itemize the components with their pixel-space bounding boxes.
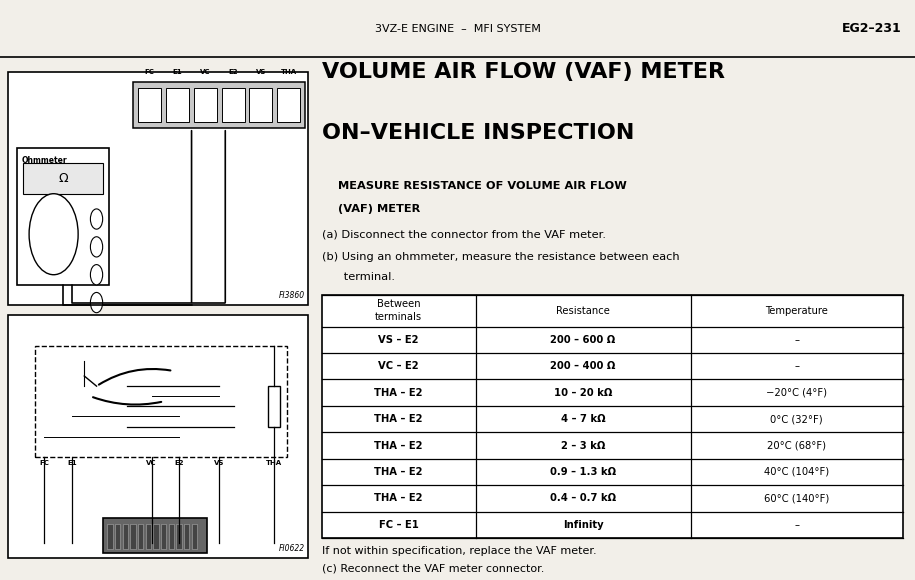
Bar [107,524,113,549]
Bar [191,524,197,549]
Text: 40°C (104°F): 40°C (104°F) [764,467,829,477]
Text: 0.9 – 1.3 kΩ: 0.9 – 1.3 kΩ [550,467,616,477]
Bar [123,524,128,549]
Text: VC: VC [146,459,157,466]
Circle shape [91,209,102,229]
Text: THA: THA [266,459,283,466]
Text: 60°C (140°F): 60°C (140°F) [764,494,829,503]
Text: VOLUME AIR FLOW (VAF) METER: VOLUME AIR FLOW (VAF) METER [321,62,725,82]
Circle shape [91,237,102,257]
Circle shape [91,292,102,313]
Text: Ohmmeter: Ohmmeter [21,156,67,165]
Text: –: – [794,361,799,371]
Bar [7,72,308,305]
Text: FI0622: FI0622 [279,544,305,553]
Text: FC: FC [145,68,155,75]
Bar [184,524,189,549]
Bar [321,295,903,538]
Bar [102,518,207,553]
Bar [166,88,188,122]
Text: VS: VS [214,459,224,466]
Text: 3VZ-E ENGINE  –  MFI SYSTEM: 3VZ-E ENGINE – MFI SYSTEM [374,24,541,34]
Text: –: – [794,520,799,530]
Bar [277,88,300,122]
Text: THA: THA [281,68,296,75]
Text: −20°C (4°F): −20°C (4°F) [766,387,827,398]
Text: VS: VS [255,68,266,75]
Bar [268,386,281,427]
Text: If not within specification, replace the VAF meter.: If not within specification, replace the… [321,546,597,556]
Text: ON–VEHICLE INSPECTION: ON–VEHICLE INSPECTION [321,123,634,143]
Text: Infinity: Infinity [563,520,603,530]
Text: Ω: Ω [58,172,68,185]
Bar [138,88,161,122]
Text: –: – [794,335,799,345]
Text: 4 – 7 kΩ: 4 – 7 kΩ [561,414,606,424]
Text: terminal.: terminal. [321,272,394,282]
Text: 200 – 600 Ω: 200 – 600 Ω [551,335,616,345]
Text: EG2–231: EG2–231 [842,22,901,35]
Text: Temperature: Temperature [765,306,828,316]
Text: 0°C (32°F): 0°C (32°F) [770,414,823,424]
Text: 2 – 3 kΩ: 2 – 3 kΩ [561,441,605,451]
Bar [194,88,217,122]
Text: 20°C (68°F): 20°C (68°F) [767,441,826,451]
Bar [168,524,174,549]
Bar [115,524,121,549]
Text: E2: E2 [175,459,184,466]
Text: (c) Reconnect the VAF meter connector.: (c) Reconnect the VAF meter connector. [321,563,544,574]
Text: THA – E2: THA – E2 [374,414,423,424]
Text: FC: FC [39,459,49,466]
Text: VC – E2: VC – E2 [378,361,419,371]
Text: THA – E2: THA – E2 [374,387,423,398]
Bar [36,346,286,457]
Text: 10 – 20 kΩ: 10 – 20 kΩ [554,387,612,398]
Text: 0.4 – 0.7 kΩ: 0.4 – 0.7 kΩ [550,494,616,503]
Text: MEASURE RESISTANCE OF VOLUME AIR FLOW: MEASURE RESISTANCE OF VOLUME AIR FLOW [321,181,627,191]
Text: (a) Disconnect the connector from the VAF meter.: (a) Disconnect the connector from the VA… [321,229,606,239]
Text: THA – E2: THA – E2 [374,441,423,451]
Bar [7,315,308,559]
Text: (VAF) METER: (VAF) METER [321,204,420,214]
Circle shape [29,194,78,275]
Bar [130,524,135,549]
Text: VS – E2: VS – E2 [378,335,419,345]
Circle shape [91,264,102,285]
Text: THA – E2: THA – E2 [374,494,423,503]
Text: E2: E2 [229,68,238,75]
Bar [145,524,151,549]
Bar [16,148,109,285]
Bar [221,88,244,122]
Text: (b) Using an ohmmeter, measure the resistance between each: (b) Using an ohmmeter, measure the resis… [321,252,679,262]
Text: VC: VC [200,68,210,75]
Bar [23,164,102,194]
Text: FC – E1: FC – E1 [379,520,418,530]
Text: Between
terminals: Between terminals [375,299,422,322]
Bar [138,524,144,549]
Text: 200 – 400 Ω: 200 – 400 Ω [551,361,616,371]
Text: Resistance: Resistance [556,306,610,316]
Text: E1: E1 [173,68,182,75]
Bar [161,524,167,549]
Bar [177,524,182,549]
Bar [250,88,273,122]
Text: THA – E2: THA – E2 [374,467,423,477]
Bar [153,524,159,549]
Bar [134,82,305,128]
Text: E1: E1 [67,459,77,466]
Text: FI3860: FI3860 [279,291,305,300]
Bar [321,295,903,538]
